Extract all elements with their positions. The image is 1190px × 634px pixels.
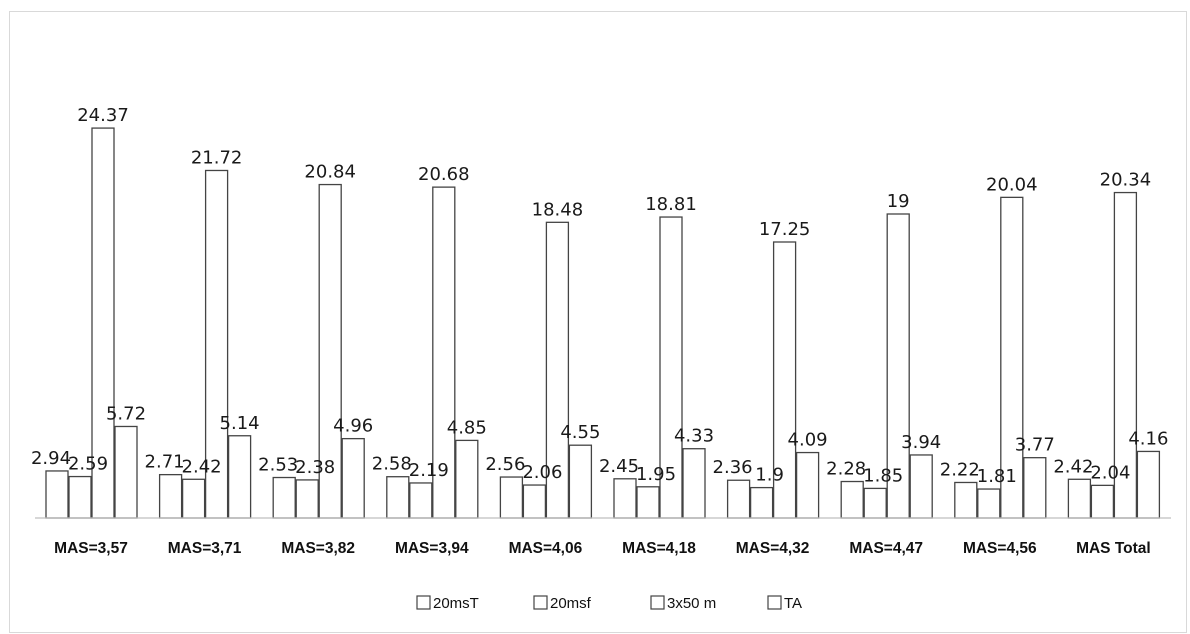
bar-20mst-10 — [1067, 478, 1092, 519]
bar-ta-5 — [568, 444, 593, 519]
bar-20mst-4 — [386, 476, 410, 519]
legend-label: TA — [784, 595, 802, 612]
bar-20msf-5 — [522, 484, 547, 519]
category-label: MAS=4,32 — [736, 540, 810, 557]
data-label: 4.33 — [674, 426, 714, 447]
category-label: MAS=3,82 — [281, 540, 355, 557]
legend-label: 20msT — [433, 595, 479, 612]
category-label: MAS=3,94 — [395, 540, 469, 557]
bar-20msf-2 — [181, 478, 206, 519]
legend-swatch — [650, 595, 665, 610]
bar-20mst-1 — [45, 470, 69, 519]
data-label: 4.85 — [447, 417, 487, 438]
legend-label: 3x50 m — [667, 595, 716, 612]
bar-20msf-4 — [409, 482, 433, 519]
data-label: 1.95 — [636, 464, 676, 485]
data-label: 1.85 — [863, 465, 903, 486]
data-labels-layer: 2.94 2.71 2.53 2.58 2.56 2.45 2.36 2.28 2.22 2.42… — [31, 105, 1168, 487]
data-label: 21.72 — [191, 147, 243, 168]
data-label: 2.45 — [599, 456, 639, 477]
x-axis: MAS=3,57 MAS=3,71 MAS=3,82 MAS=3,94 MAS=4,06… — [35, 517, 1171, 557]
data-label: 5.72 — [106, 403, 146, 424]
bars-layer — [45, 127, 1161, 519]
data-label: 1.81 — [977, 466, 1017, 487]
data-label: 2.28 — [826, 459, 866, 480]
bar-ta-9 — [1023, 457, 1047, 519]
data-label: 2.38 — [295, 457, 335, 478]
category-label: MAS=4,18 — [622, 540, 696, 557]
data-label: 2.56 — [485, 454, 525, 475]
data-label: 2.53 — [258, 455, 298, 476]
bar-ta-2 — [227, 435, 252, 519]
data-label: 24.37 — [77, 105, 129, 126]
legend: 20msT 20msf 3x50 m TA — [416, 595, 802, 612]
bar-ta-3 — [341, 437, 365, 519]
bar-20msf-8 — [863, 487, 887, 519]
data-label: 5.14 — [220, 413, 260, 434]
legend-swatch — [533, 595, 548, 610]
bar-ta-7 — [795, 451, 820, 519]
bar-20mst-2 — [158, 473, 183, 519]
bar-ta-6 — [682, 448, 706, 519]
data-label: 18.48 — [532, 199, 584, 220]
data-label: 2.04 — [1090, 462, 1130, 483]
data-label: 2.22 — [940, 459, 980, 480]
data-label: 2.06 — [522, 462, 562, 483]
bar-20mst-3 — [272, 476, 296, 519]
bar-ta-4 — [455, 439, 479, 519]
bar-20msf-9 — [977, 488, 1001, 519]
category-label: MAS=4,47 — [849, 540, 923, 557]
bar-ta-10 — [1136, 450, 1161, 519]
data-label: 19 — [887, 191, 910, 212]
data-label: 4.16 — [1128, 428, 1168, 449]
bar-20mst-8 — [840, 480, 864, 519]
legend-swatch — [767, 595, 782, 610]
category-label: MAS=4,56 — [963, 540, 1037, 557]
legend-swatch — [416, 595, 431, 610]
bar-20msf-3 — [295, 479, 319, 519]
data-label: 2.42 — [182, 456, 222, 477]
bar-ta-8 — [909, 454, 933, 519]
data-label: 1.9 — [755, 465, 784, 486]
bar-20msf-1 — [68, 475, 92, 519]
data-label: 2.71 — [145, 452, 185, 473]
data-label: 18.81 — [645, 194, 697, 215]
data-label: 2.58 — [372, 454, 412, 475]
data-label: 2.36 — [713, 457, 753, 478]
data-label: 4.96 — [333, 416, 373, 437]
data-label: 3.94 — [901, 432, 941, 453]
data-label: 2.42 — [1053, 456, 1093, 477]
data-label: 20.84 — [304, 162, 356, 183]
data-label: 3.77 — [1015, 435, 1055, 456]
data-label: 4.55 — [560, 422, 600, 443]
legend-label: 20msf — [550, 595, 592, 612]
category-label: MAS=3,71 — [168, 540, 242, 557]
category-label: MAS=4,06 — [509, 540, 583, 557]
bar-20mst-9 — [954, 481, 978, 519]
bar-ta-1 — [114, 425, 138, 519]
bar-20msf-10 — [1090, 484, 1115, 519]
bar-20mst-6 — [613, 478, 637, 519]
bar-20mst-7 — [726, 479, 751, 519]
category-label: MAS=3,57 — [54, 540, 128, 557]
bar-20msf-7 — [749, 486, 774, 519]
data-label: 17.25 — [759, 219, 811, 240]
data-label: 20.34 — [1100, 170, 1152, 191]
data-label: 2.59 — [68, 454, 108, 475]
data-label: 20.68 — [418, 164, 470, 185]
bar-20msf-6 — [636, 486, 660, 519]
data-label: 4.09 — [788, 430, 828, 451]
data-label: 20.04 — [986, 174, 1038, 195]
data-label: 2.19 — [409, 460, 449, 481]
category-label: MAS Total — [1076, 540, 1151, 557]
data-label: 2.94 — [31, 448, 71, 469]
bar-20mst-5 — [499, 476, 524, 519]
